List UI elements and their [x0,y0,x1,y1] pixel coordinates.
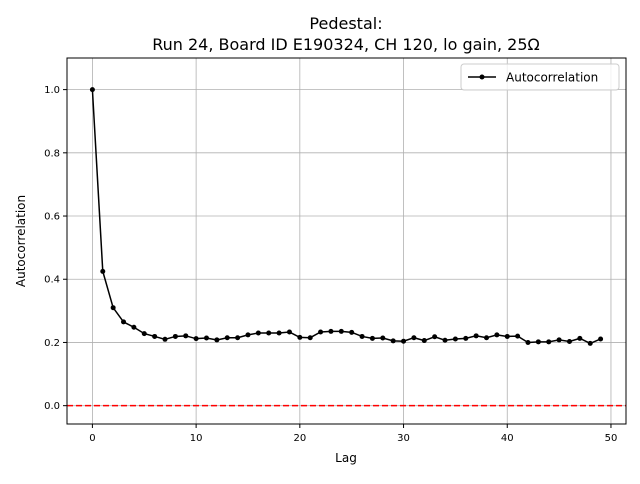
data-point [318,329,324,335]
data-point [214,337,220,343]
data-point [515,333,521,339]
x-axis-label: Lag [335,451,357,465]
chart-title-line2: Run 24, Board ID E190324, CH 120, lo gai… [152,35,540,54]
data-point [224,335,230,341]
data-point [411,335,417,341]
data-point [587,340,593,346]
data-point [432,334,438,340]
data-point [473,333,479,339]
data-point [401,338,407,344]
data-point [203,335,209,341]
data-point [89,87,95,93]
legend-box [460,63,620,91]
data-point [110,305,116,311]
legend-marker-sample [479,74,485,80]
data-point [286,329,292,335]
data-point [172,333,178,339]
autocorrelation-line [91,89,601,345]
data-point [162,336,168,342]
x-tick-label: 0 [89,433,95,444]
data-point [349,329,355,335]
data-point [276,330,282,336]
data-point [546,339,552,345]
y-tick-label: 0.0 [44,401,60,412]
data-point [307,335,313,341]
y-tick-label: 1.0 [44,85,60,96]
y-tick-label: 0.6 [44,212,60,223]
data-point [297,334,303,340]
chart-title-line1: Pedestal: [309,14,382,33]
data-point [494,332,500,338]
data-point [463,335,469,341]
y-tick-label: 0.8 [44,148,60,159]
plot-frame [66,57,627,425]
data-point [121,319,127,325]
data-point [152,333,158,339]
data-point [390,338,396,344]
data-point [266,330,272,336]
data-point [183,333,189,339]
data-point [566,339,572,345]
data-point [141,331,147,337]
data-point [245,332,251,338]
data-point [235,335,241,341]
data-point [442,337,448,343]
data-point [525,339,531,345]
legend-label: Autocorrelation [506,71,598,85]
data-point [598,336,604,342]
data-point [484,335,490,341]
data-point [452,336,458,342]
data-point [131,324,137,330]
x-tick-label: 40 [501,433,514,444]
data-point [556,337,562,343]
data-point [535,339,541,345]
data-point [369,335,375,341]
data-point [359,333,365,339]
y-tick-label: 0.4 [44,275,60,286]
legend: Autocorrelation [460,63,620,91]
data-point [577,335,583,341]
y-axis-label: Autocorrelation [14,195,28,287]
data-point [193,336,199,342]
data-point [338,328,344,334]
data-point [100,268,106,274]
data-point [380,335,386,341]
y-tick-label: 0.2 [44,338,60,349]
data-point [328,328,334,334]
data-point [504,333,510,339]
x-tick-label: 30 [397,433,410,444]
data-point [421,338,427,344]
x-tick-label: 10 [190,433,203,444]
x-tick-label: 20 [293,433,306,444]
data-point [255,330,261,336]
x-tick-label: 50 [605,433,618,444]
